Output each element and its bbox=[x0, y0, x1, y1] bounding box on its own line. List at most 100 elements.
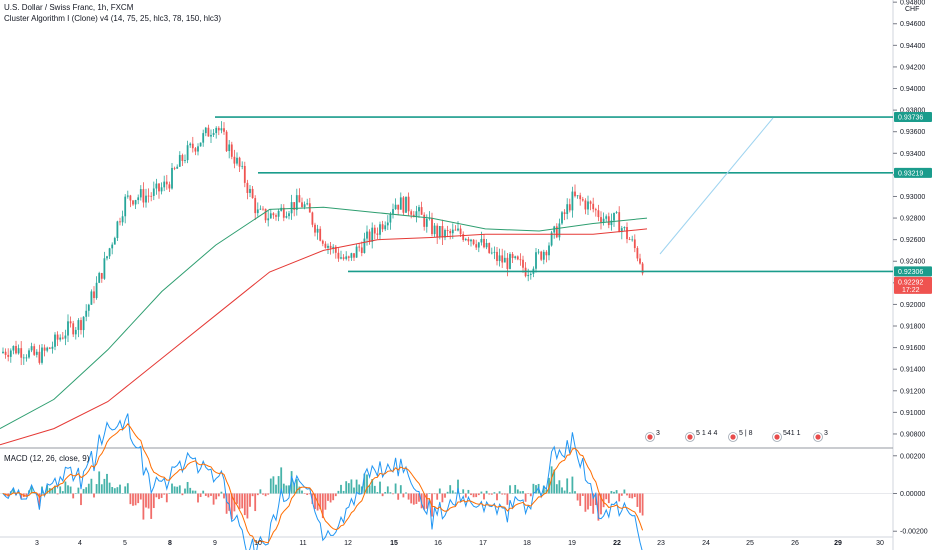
macd-hist-bar bbox=[233, 493, 236, 512]
macd-hist-bar bbox=[269, 478, 272, 494]
candle-body bbox=[516, 256, 519, 260]
candle-body bbox=[290, 202, 293, 214]
price-label: 0.91400 bbox=[900, 367, 925, 374]
macd-hist-bar bbox=[467, 489, 470, 494]
candle-body bbox=[397, 204, 400, 210]
candle-body bbox=[579, 195, 582, 200]
macd-hist-bar bbox=[337, 490, 340, 494]
price-tag bbox=[894, 266, 932, 277]
projection-line[interactable] bbox=[659, 117, 774, 255]
candle-body bbox=[17, 348, 20, 354]
candle-body bbox=[379, 224, 381, 235]
candle-body bbox=[381, 224, 384, 230]
macd-hist-bar bbox=[332, 493, 335, 501]
candle-body bbox=[618, 212, 621, 233]
candle-body bbox=[4, 351, 7, 355]
macd-hist-bar bbox=[410, 493, 413, 504]
macd-hist-bar bbox=[594, 493, 597, 506]
candle-body bbox=[165, 181, 168, 185]
macd-hist-bar bbox=[433, 493, 436, 495]
price-label: 0.93800 bbox=[900, 108, 925, 115]
macd-hist-bar bbox=[501, 493, 504, 495]
candle-body bbox=[488, 243, 491, 253]
macd-hist-bar bbox=[415, 493, 418, 504]
macd-hist-bar bbox=[412, 493, 415, 505]
macd-hist-bar bbox=[220, 491, 223, 494]
macd-hist-bar bbox=[103, 478, 106, 494]
candle-body bbox=[90, 291, 93, 305]
candle-body bbox=[324, 243, 327, 248]
time-label: 8 bbox=[168, 540, 172, 547]
macd-hist-bar bbox=[217, 493, 220, 497]
time-label: 30 bbox=[876, 540, 884, 547]
candle-body bbox=[100, 273, 103, 279]
macd-hist-bar bbox=[178, 485, 181, 494]
event-flag-dot-icon bbox=[815, 434, 821, 440]
macd-hist-bar bbox=[334, 493, 337, 497]
macd-hist-bar bbox=[464, 493, 467, 498]
macd-hist-bar bbox=[132, 493, 134, 506]
candle-body bbox=[223, 128, 225, 132]
candle-body bbox=[514, 256, 517, 259]
macd-hist-bar bbox=[176, 486, 179, 494]
candle-body bbox=[329, 245, 332, 248]
candle-body bbox=[142, 189, 145, 203]
event-count: 3 bbox=[824, 430, 828, 437]
macd-hist-bar bbox=[191, 490, 194, 494]
time-label: 25 bbox=[746, 540, 754, 547]
candle-body bbox=[20, 348, 23, 358]
macd-hist-bar bbox=[108, 482, 111, 494]
candle-body bbox=[282, 207, 285, 218]
macd-hist-bar bbox=[633, 493, 636, 498]
candle-body bbox=[623, 227, 626, 229]
macd-hist-bar bbox=[441, 493, 444, 503]
macd-hist-bar bbox=[623, 489, 626, 494]
indicator-legend[interactable]: Cluster Algorithm I (Clone) v4 (14, 75, … bbox=[4, 14, 221, 23]
macd-hist-bar bbox=[483, 493, 485, 500]
macd-hist-bar bbox=[212, 493, 215, 505]
macd-hist-bar bbox=[355, 479, 358, 494]
macd-hist-bar bbox=[165, 493, 168, 503]
macd-hist-bar bbox=[204, 493, 207, 496]
candle-body bbox=[225, 131, 228, 152]
candle-body bbox=[535, 252, 537, 269]
candle-body bbox=[386, 222, 389, 226]
price-label: 0.92800 bbox=[900, 216, 925, 223]
macd-hist-bar bbox=[87, 483, 90, 494]
candle-body bbox=[594, 209, 597, 211]
candle-body bbox=[145, 195, 147, 203]
macd-hist-bar bbox=[522, 491, 524, 494]
macd-hist-bar bbox=[568, 492, 571, 494]
macd-hist-bar bbox=[137, 493, 140, 504]
candle-body bbox=[113, 237, 116, 245]
symbol-legend[interactable]: U.S. Dollar / Swiss Franc, 1h, FXCM bbox=[4, 3, 134, 12]
candle-body bbox=[67, 321, 69, 336]
candle-body bbox=[194, 148, 197, 152]
macd-hist-bar bbox=[254, 493, 257, 512]
candle-body bbox=[431, 217, 433, 235]
candle-body bbox=[373, 227, 376, 234]
event-flag-dot-icon bbox=[687, 434, 693, 440]
macd-hist-bar bbox=[59, 486, 62, 494]
time-label: 26 bbox=[791, 540, 799, 547]
macd-hist-bar bbox=[80, 493, 82, 506]
candle-body bbox=[353, 253, 355, 258]
macd-hist-bar bbox=[402, 493, 405, 498]
macd-hist-bar bbox=[264, 493, 267, 497]
macd-hist-bar bbox=[64, 481, 67, 494]
candle-body bbox=[186, 145, 189, 161]
macd-hist-bar bbox=[579, 493, 582, 506]
macd-hist-bar bbox=[85, 487, 88, 494]
macd-hist-bar bbox=[280, 467, 283, 494]
macd-legend[interactable]: MACD (12, 26, close, 9) bbox=[4, 454, 90, 463]
candle-body bbox=[613, 212, 615, 221]
candle-body bbox=[446, 230, 449, 231]
macd-hist-bar bbox=[314, 493, 316, 510]
candle-body bbox=[415, 211, 418, 218]
candle-body bbox=[95, 282, 98, 299]
candle-body bbox=[72, 323, 75, 335]
macd-hist-bar bbox=[145, 493, 147, 508]
macd-hist-bar bbox=[597, 493, 600, 521]
candle-body bbox=[503, 257, 506, 263]
